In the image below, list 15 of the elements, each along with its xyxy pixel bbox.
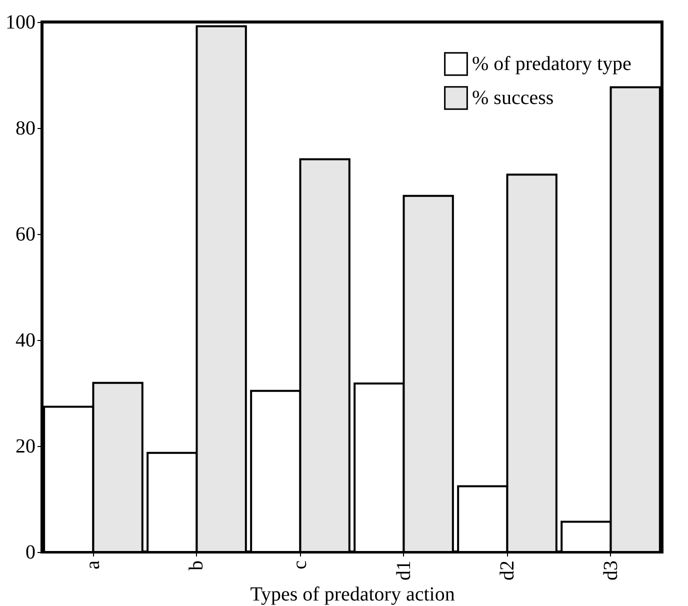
legend-label: % of predatory type bbox=[472, 53, 632, 75]
y-tick-label: 100 bbox=[6, 12, 36, 34]
x-tick-label: b bbox=[186, 560, 208, 570]
x-tick-label: c bbox=[289, 560, 312, 570]
x-tick-label: d2 bbox=[496, 560, 518, 580]
x-tick-label: a bbox=[82, 560, 104, 570]
x-axis-title: Types of predatory action bbox=[250, 584, 455, 606]
x-tick-label: d3 bbox=[600, 560, 622, 580]
y-tick-label: 80 bbox=[16, 118, 36, 140]
legend-label: % success bbox=[472, 87, 554, 109]
x-tick-label: d1 bbox=[392, 560, 415, 580]
y-tick-label: 40 bbox=[16, 330, 36, 352]
y-tick-label: 60 bbox=[16, 224, 36, 246]
y-tick-label: 0 bbox=[26, 542, 36, 564]
y-tick-label: 20 bbox=[16, 436, 36, 458]
